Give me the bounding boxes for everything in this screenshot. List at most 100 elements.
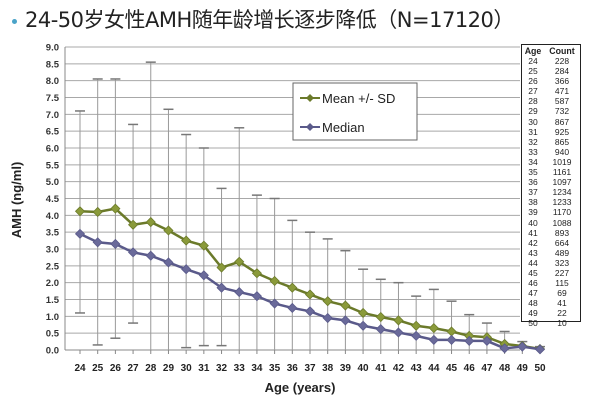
count-table-row: 49 22	[522, 308, 580, 318]
x-tick-label: 25	[92, 363, 104, 374]
data-marker	[393, 315, 404, 326]
data-marker	[128, 247, 139, 258]
chart-title: 24-50岁女性AMH随年龄增长逐步降低（N=17120）	[12, 4, 514, 34]
y-tick-label: 0.0	[46, 346, 59, 357]
count-table-row: 36 1097	[522, 177, 580, 187]
data-marker	[375, 311, 386, 323]
y-tick-label: 5.0	[46, 177, 59, 188]
count-table: Age Count 24 228 25 284 26 366 27 471 28 587 29 732 30…	[521, 44, 581, 328]
age-cell: 34	[528, 156, 538, 167]
count-table-row: 26 366	[522, 76, 580, 86]
count-table-header: Age Count	[522, 46, 580, 56]
age-cell: 42	[528, 237, 538, 248]
x-tick-label: 31	[198, 363, 210, 374]
y-tick-label: 2.5	[46, 261, 60, 272]
count-table-row: 38 1233	[522, 197, 580, 207]
data-marker	[340, 315, 351, 326]
age-cell: 44	[528, 257, 538, 268]
data-marker	[517, 341, 528, 352]
count-cell: 41	[557, 298, 567, 309]
data-marker	[110, 238, 121, 250]
bullet-icon	[12, 18, 17, 24]
count-cell: 1234	[552, 187, 572, 198]
data-marker	[304, 289, 316, 300]
count-table-row: 27 471	[522, 86, 580, 96]
age-cell: 41	[528, 227, 538, 238]
count-cell: 1170	[552, 207, 572, 218]
y-tick-label: 1.5	[46, 295, 60, 306]
data-marker	[358, 307, 369, 319]
count-cell: 69	[557, 288, 567, 299]
legend-label: Median	[322, 120, 365, 135]
age-cell: 47	[528, 288, 538, 299]
age-cell: 40	[528, 217, 538, 228]
data-marker	[216, 262, 227, 273]
data-marker	[110, 203, 121, 214]
count-cell: 1019	[552, 156, 572, 167]
data-marker	[481, 335, 492, 346]
x-tick-label: 43	[411, 363, 423, 374]
age-cell: 36	[528, 177, 538, 188]
count-table-row: 41 893	[522, 228, 580, 238]
count-table-row: 50 10	[522, 318, 580, 328]
x-tick-label: 45	[446, 363, 458, 374]
data-marker	[499, 343, 510, 354]
data-marker	[198, 240, 209, 251]
y-tick-label: 9.0	[46, 43, 59, 54]
data-marker	[145, 217, 156, 228]
data-marker	[234, 287, 245, 298]
age-cell: 27	[528, 86, 538, 97]
count-table-row: 37 1234	[522, 187, 580, 197]
count-table-row: 24 228	[522, 56, 580, 66]
x-tick-label: 44	[428, 363, 440, 374]
count-table-row: 33 940	[522, 147, 580, 157]
count-table-row: 30 867	[522, 117, 580, 127]
age-cell: 45	[528, 267, 538, 278]
count-cell: 1088	[552, 217, 572, 228]
count-table-row: 35 1161	[522, 167, 580, 177]
chart-title-text: 24-50岁女性AMH随年龄增长逐步降低（N=17120）	[25, 8, 514, 32]
age-cell: 43	[528, 247, 538, 258]
legend-label: Mean +/- SD	[322, 91, 395, 106]
data-marker	[428, 323, 439, 334]
x-tick-label: 30	[181, 363, 193, 374]
data-marker	[340, 300, 351, 311]
data-marker	[74, 228, 86, 239]
count-cell: 115	[555, 278, 569, 289]
y-tick-label: 8.0	[46, 76, 59, 87]
age-cell: 32	[528, 136, 538, 147]
data-marker	[358, 320, 369, 331]
count-cell: 664	[554, 237, 570, 248]
age-cell: 35	[528, 167, 538, 178]
count-cell: 10	[557, 318, 567, 329]
count-table-row: 40 1088	[522, 218, 580, 228]
x-tick-label: 42	[393, 363, 405, 374]
y-tick-label: 6.5	[46, 127, 60, 138]
x-tick-label: 39	[340, 363, 352, 374]
count-cell: 323	[554, 257, 570, 268]
x-tick-label: 38	[322, 363, 334, 374]
age-cell: 24	[528, 56, 538, 66]
x-axis-title: Age (years)	[265, 380, 336, 395]
count-cell: 471	[554, 86, 570, 97]
count-table-row: 25 284	[522, 66, 580, 76]
x-tick-label: 40	[358, 363, 370, 374]
data-marker	[181, 235, 192, 246]
age-cell: 49	[528, 308, 538, 319]
data-marker	[74, 206, 86, 217]
y-tick-label: 1.0	[46, 312, 59, 323]
legend-box	[292, 82, 418, 141]
x-tick-label: 28	[145, 363, 157, 374]
age-cell: 46	[528, 278, 538, 289]
x-tick-label: 49	[517, 363, 529, 374]
data-marker	[287, 302, 298, 313]
count-cell: 587	[554, 96, 570, 107]
x-tick-label: 47	[481, 363, 493, 374]
data-marker	[428, 334, 439, 345]
age-cell: 31	[528, 126, 538, 137]
y-tick-label: 3.5	[46, 228, 60, 239]
data-marker	[446, 326, 457, 337]
data-marker	[322, 296, 333, 307]
data-marker	[446, 334, 457, 345]
